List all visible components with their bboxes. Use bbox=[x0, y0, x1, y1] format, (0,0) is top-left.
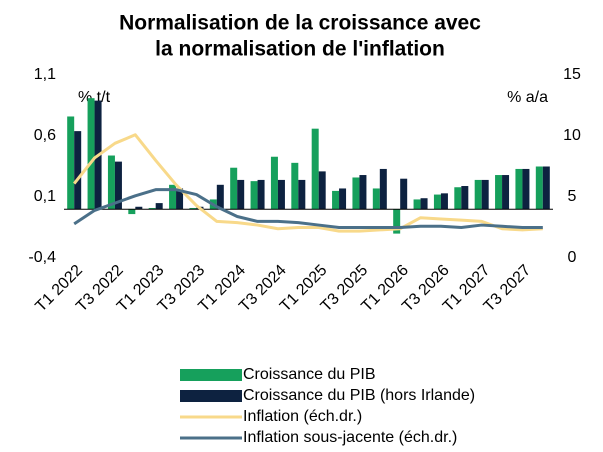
bar bbox=[148, 207, 156, 210]
bar bbox=[257, 179, 265, 210]
bar bbox=[332, 190, 340, 210]
bar bbox=[393, 209, 401, 234]
bar bbox=[339, 188, 347, 210]
bar bbox=[352, 177, 360, 210]
bar bbox=[542, 166, 550, 210]
bar bbox=[481, 179, 489, 210]
bar bbox=[237, 179, 245, 210]
bar bbox=[176, 188, 184, 210]
bar bbox=[270, 156, 278, 210]
legend-swatch bbox=[180, 369, 242, 381]
bar bbox=[379, 168, 387, 210]
bar bbox=[128, 209, 136, 215]
bar bbox=[155, 203, 163, 210]
bar bbox=[502, 175, 510, 210]
bar bbox=[359, 175, 367, 210]
y-axis-label: % t/t bbox=[78, 89, 111, 106]
line bbox=[73, 188, 543, 229]
y-tick-label: 0,6 bbox=[34, 127, 56, 144]
bar bbox=[74, 131, 82, 210]
y2-tick-label: 5 bbox=[568, 188, 577, 205]
bar bbox=[277, 179, 285, 210]
bar bbox=[413, 199, 421, 210]
y-tick-label: 0,1 bbox=[34, 188, 56, 205]
bar bbox=[400, 178, 408, 210]
chart-title: Normalisation de la croissance avec bbox=[119, 12, 481, 35]
bar bbox=[515, 168, 523, 210]
bar bbox=[87, 98, 95, 210]
bar bbox=[522, 168, 530, 210]
bar bbox=[230, 167, 238, 210]
bar bbox=[461, 186, 469, 210]
bar bbox=[135, 206, 143, 210]
bar bbox=[291, 162, 299, 210]
bar bbox=[433, 194, 441, 210]
legend-label: Croissance du PIB (hors Irlande) bbox=[243, 387, 475, 404]
y2-tick-label: 15 bbox=[563, 66, 581, 83]
y2-tick-label: 0 bbox=[568, 249, 577, 266]
bar bbox=[440, 193, 448, 210]
bar bbox=[311, 128, 319, 210]
line bbox=[73, 133, 543, 233]
bar bbox=[67, 116, 75, 210]
bar bbox=[318, 171, 326, 210]
y-tick-label: -0,4 bbox=[28, 249, 56, 266]
bar bbox=[189, 207, 197, 210]
bar bbox=[474, 179, 482, 210]
bar bbox=[372, 188, 380, 210]
bar bbox=[420, 198, 428, 210]
y2-axis-label: % a/a bbox=[507, 89, 548, 106]
bar bbox=[454, 187, 462, 210]
bar bbox=[107, 155, 115, 210]
bar bbox=[169, 184, 177, 210]
legend-label: Inflation (éch.dr.) bbox=[243, 408, 362, 425]
bar bbox=[298, 179, 306, 210]
y-tick-label: 1,1 bbox=[34, 66, 56, 83]
bar bbox=[495, 175, 503, 210]
bar bbox=[250, 181, 258, 210]
bar bbox=[216, 184, 224, 210]
y2-tick-label: 10 bbox=[563, 127, 581, 144]
bar bbox=[114, 161, 122, 210]
chart-title: la normalisation de l'inflation bbox=[155, 38, 445, 61]
legend-swatch bbox=[180, 390, 242, 402]
bar bbox=[535, 166, 543, 210]
legend-label: Croissance du PIB bbox=[243, 366, 376, 383]
legend-label: Inflation sous-jacente (éch.dr.) bbox=[243, 429, 457, 446]
